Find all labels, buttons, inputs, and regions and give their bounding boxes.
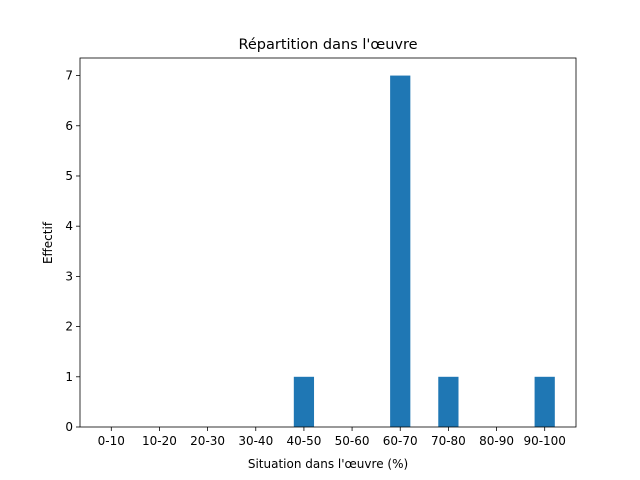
y-tick-label: 2 <box>65 320 73 334</box>
y-tick-label: 4 <box>65 219 73 233</box>
chart-title: Répartition dans l'œuvre <box>238 37 417 53</box>
bar <box>534 376 555 427</box>
x-tick-label: 70-80 <box>431 434 466 448</box>
x-tick-label: 10-20 <box>142 434 177 448</box>
y-tick-label: 6 <box>65 119 73 133</box>
y-axis-label: Effectif <box>41 221 55 264</box>
x-tick-label: 50-60 <box>335 434 370 448</box>
bar <box>293 376 315 427</box>
bar <box>438 376 459 427</box>
x-tick-label: 90-100 <box>523 434 566 448</box>
x-tick-label: 20-30 <box>190 434 225 448</box>
plot-frame <box>79 57 577 428</box>
x-tick-label: 30-40 <box>238 434 273 448</box>
y-tick-label: 1 <box>65 370 73 384</box>
x-tick-label: 60-70 <box>383 434 418 448</box>
x-axis-label: Situation dans l'œuvre (%) <box>248 457 408 471</box>
x-tick-label: 0-10 <box>98 434 125 448</box>
y-tick-label: 3 <box>65 269 73 283</box>
y-tick-label: 7 <box>65 69 73 83</box>
y-tick-label: 0 <box>65 420 73 434</box>
y-tick-label: 5 <box>65 169 73 183</box>
bar <box>390 75 411 428</box>
x-tick-label: 40-50 <box>286 434 321 448</box>
x-tick-label: 80-90 <box>479 434 514 448</box>
